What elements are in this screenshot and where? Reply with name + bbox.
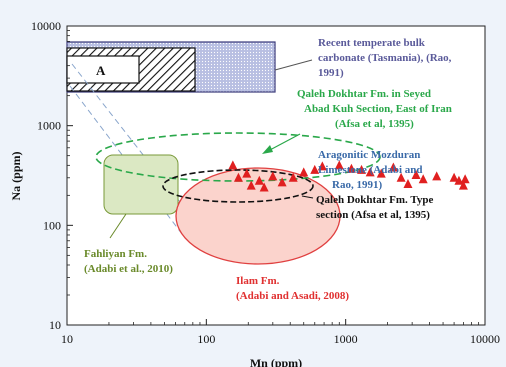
data-point-triangle bbox=[376, 168, 386, 178]
ilam-label-line1: Ilam Fm. bbox=[236, 275, 280, 287]
data-point-triangle bbox=[259, 182, 269, 192]
data-point-triangle bbox=[334, 160, 344, 170]
data-point-triangle bbox=[458, 180, 468, 190]
ilam-field bbox=[175, 167, 341, 265]
data-point-triangle bbox=[357, 164, 367, 174]
data-point-triangle bbox=[411, 169, 421, 179]
y-axis-label: Na (ppm) bbox=[9, 151, 23, 200]
mozduran-label-line1: Aragonitic Mozduran bbox=[318, 149, 420, 161]
seyed-label-line3: (Afsa et al, 1395) bbox=[335, 118, 414, 130]
data-point-triangle bbox=[246, 180, 256, 190]
field-a-label: A bbox=[96, 63, 106, 78]
data-point-triangle bbox=[365, 167, 375, 177]
seyed-arrow bbox=[262, 133, 301, 154]
x-axis-label: Mn (ppm) bbox=[250, 356, 302, 367]
data-point-triangle bbox=[310, 164, 320, 174]
tasmania-label-line1: Recent temperate bulk bbox=[318, 37, 426, 49]
data-point-triangle bbox=[268, 171, 278, 181]
data-point-triangle bbox=[432, 171, 442, 181]
type-section-label-line1: Qaleh Dokhtar Fm. Type bbox=[316, 194, 433, 206]
tasmania-label-line3: 1991) bbox=[318, 67, 344, 79]
x-tick-label: 10 bbox=[61, 332, 73, 346]
tasmania-label-line2: carbonate (Tasmania), (Rao, bbox=[318, 52, 452, 64]
x-tick-label: 1000 bbox=[334, 332, 358, 346]
data-point-triangle bbox=[460, 174, 470, 184]
data-point-triangle bbox=[233, 172, 243, 182]
seyed-label-line1: Qaleh Dokhtar Fm. in Seyed bbox=[297, 88, 431, 100]
data-point-triangle bbox=[396, 172, 406, 182]
tasmania-pointer bbox=[274, 59, 313, 71]
data-point-triangle bbox=[228, 160, 238, 170]
mozduran-label-line2: Limestone (Adabi and bbox=[318, 164, 423, 176]
data-point-triangle bbox=[449, 172, 459, 182]
x-tick-label: 10000 bbox=[470, 332, 500, 346]
fahliyan-pointer bbox=[109, 213, 127, 239]
seyed-label-line2: Abad Kuh Section, East of Iran bbox=[304, 103, 452, 115]
ilam-label-line2: (Adabi and Asadi, 2008) bbox=[236, 290, 349, 302]
fahliyan-label-line2: (Adabi et al., 2010) bbox=[84, 263, 173, 275]
axes: 10 100 1000 10000 10 100 1000 10000 bbox=[31, 19, 500, 346]
y-tick-label: 100 bbox=[43, 218, 61, 232]
type-section-field bbox=[162, 169, 314, 203]
data-point-triangle bbox=[388, 162, 398, 172]
data-point-triangle bbox=[242, 168, 252, 178]
type-section-label-line2: section (Afsa et al, 1395) bbox=[316, 209, 430, 221]
fahliyan-label-line1: Fahliyan Fm. bbox=[84, 248, 147, 260]
data-point-triangle bbox=[418, 174, 428, 184]
data-point-triangle bbox=[288, 172, 298, 182]
data-point-triangle bbox=[299, 167, 309, 177]
data-points bbox=[228, 160, 470, 192]
mozduran-label-line3: Rao, 1991) bbox=[332, 179, 382, 191]
data-point-triangle bbox=[277, 177, 287, 187]
data-point-triangle bbox=[346, 163, 356, 173]
boundary-line-2 bbox=[71, 63, 206, 235]
x-tick-label: 100 bbox=[197, 332, 215, 346]
type-pointer bbox=[301, 195, 314, 199]
field-a-box bbox=[66, 55, 140, 84]
data-point-triangle bbox=[403, 178, 413, 188]
y-tick-label: 10000 bbox=[31, 19, 61, 33]
data-point-triangle bbox=[317, 161, 327, 171]
y-tick-label: 10 bbox=[49, 318, 61, 332]
y-tick-label: 1000 bbox=[37, 119, 61, 133]
data-point-triangle bbox=[254, 175, 264, 185]
field-shapes bbox=[66, 41, 381, 265]
fahliyan-field bbox=[103, 154, 179, 215]
